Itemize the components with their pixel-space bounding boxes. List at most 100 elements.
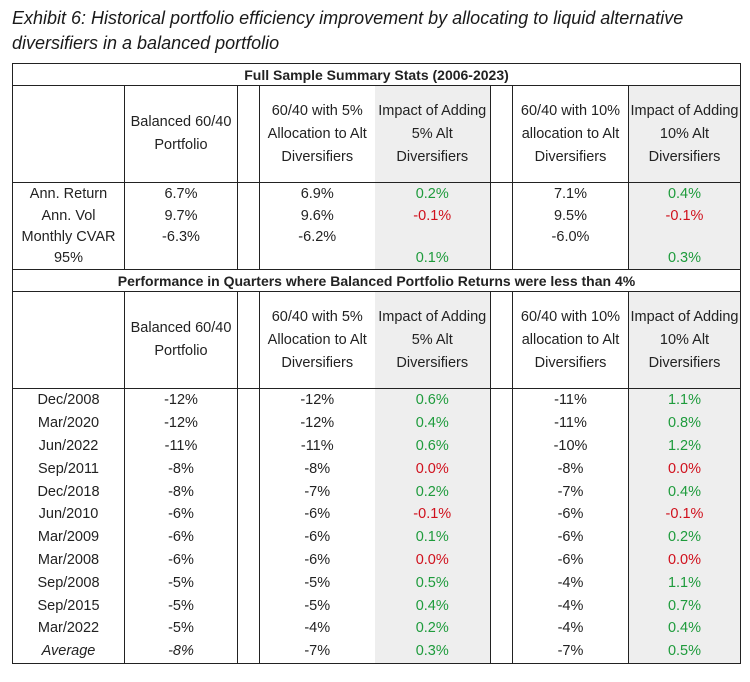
cell-impact-10: 0.0% [628,548,741,572]
cell-alloc-5: -6% [259,525,375,549]
cell-alloc-10: -11% [512,411,629,435]
cell-spacer [237,639,260,664]
cell-impact-10: 0.2% [628,525,741,549]
cell-impact-10: 0.3% [628,227,741,270]
cell-alloc-10: -11% [512,388,629,412]
cell-spacer [238,389,260,412]
cell-balanced: -6% [124,525,238,549]
table-row: Dec/2018 -8% -7% 0.2% -7% 0.4% [12,480,741,503]
section-heading-row: Performance in Quarters where Balanced P… [12,269,741,292]
cell-spacer [491,205,513,227]
cell-impact-5: 0.0% [374,457,491,481]
cell-balanced: -6% [124,502,238,526]
cell-impact-5: 0.6% [374,434,491,458]
cell-spacer [238,594,260,617]
table-row: Mar/2022 -5% -4% 0.2% -4% 0.4% [12,616,741,640]
cell-alloc-5: -7% [259,639,375,664]
column-header-row: Balanced 60/40 Portfolio 60/40 with 5% Al… [12,85,741,183]
cell-alloc-5: -5% [259,571,375,595]
cell-spacer [491,457,513,480]
row-label: Dec/2018 [12,480,125,503]
cell-spacer [238,549,260,572]
cell-alloc-10: -4% [512,594,629,617]
cell-spacer [491,503,513,526]
cell-alloc-10: -6% [512,525,629,549]
cell-spacer [238,227,260,270]
cell-alloc-5: -5% [259,594,375,617]
table-row: Sep/2011 -8% -8% 0.0% -8% 0.0% [12,457,741,481]
cell-balanced: -5% [124,616,238,640]
cell-spacer [491,389,513,412]
cell-impact-10: 0.0% [628,457,741,481]
cell-spacer [238,617,260,640]
cell-spacer [238,435,260,458]
row-label: Monthly CVAR 95% [12,227,125,270]
section-heading-row: Full Sample Summary Stats (2006-2023) [12,63,741,86]
cell-impact-10: 0.4% [628,182,741,205]
table-row: Jun/2010 -6% -6% -0.1% -6% -0.1% [12,502,741,526]
header-alloc-10: 60/40 with 10% allocation to Alt Diversi… [512,291,629,389]
cell-alloc-10: -6% [512,548,629,572]
cell-balanced: -6% [124,548,238,572]
cell-spacer [238,183,260,206]
cell-impact-10: 1.2% [628,434,741,458]
cell-alloc-10: -10% [512,434,629,458]
row-label: Mar/2022 [12,616,125,640]
table-row: Ann. Return 6.7% 6.9% 0.2% 7.1% 0.4% [12,182,741,206]
cell-impact-5: 0.1% [374,525,491,549]
table-row: Jun/2022 -11% -11% 0.6% -10% 1.2% [12,434,741,458]
cell-alloc-5: -12% [259,388,375,412]
cell-balanced: -8% [124,639,238,664]
cell-impact-5: -0.1% [374,205,491,227]
row-label: Jun/2022 [12,434,125,458]
cell-balanced: 6.7% [124,182,238,205]
header-spacer [237,291,260,389]
cell-balanced: -5% [124,571,238,595]
header-impact-5: Impact of Adding 5% Alt Diversifiers [374,85,491,183]
section-heading: Performance in Quarters where Balanced P… [12,269,741,292]
table-row: Monthly CVAR 95% -6.3% -6.2% 0.1% -6.0% 0.3% [12,227,741,270]
cell-alloc-5: -7% [259,480,375,503]
cell-spacer [490,639,513,664]
cell-alloc-10: -7% [512,480,629,503]
cell-alloc-5: -12% [259,411,375,435]
cell-alloc-10: -7% [512,639,629,664]
portfolio-efficiency-table: Full Sample Summary Stats (2006-2023) Bal… [12,63,741,664]
cell-alloc-5: -8% [259,457,375,481]
cell-impact-5: 0.2% [374,480,491,503]
cell-balanced: -12% [124,388,238,412]
cell-spacer [491,617,513,640]
table-row: Sep/2008 -5% -5% 0.5% -4% 1.1% [12,571,741,595]
cell-impact-5: 0.1% [374,227,491,270]
average-row: Average -8% -7% 0.3% -7% 0.5% [12,639,741,664]
cell-spacer [491,571,513,594]
cell-spacer [491,412,513,435]
exhibit-title: Exhibit 6: Historical portfolio efficien… [12,8,684,53]
cell-spacer [238,205,260,227]
header-impact-10: Impact of Adding 10% Alt Diversifiers [628,85,741,183]
cell-spacer [238,457,260,480]
row-label: Average [12,639,125,664]
cell-balanced: -8% [124,457,238,481]
cell-alloc-10: -4% [512,616,629,640]
header-balanced: Balanced 60/40 Portfolio [124,291,238,389]
cell-spacer [491,435,513,458]
cell-spacer [238,503,260,526]
header-spacer [490,291,513,389]
row-label: Mar/2008 [12,548,125,572]
table-row: Mar/2020 -12% -12% 0.4% -11% 0.8% [12,411,741,435]
header-alloc-10: 60/40 with 10% allocation to Alt Diversi… [512,85,629,183]
cell-spacer [491,480,513,503]
cell-impact-5: 0.4% [374,594,491,617]
cell-balanced: -12% [124,411,238,435]
row-label: Ann. Return [12,182,125,205]
cell-balanced: -11% [124,434,238,458]
cell-spacer [238,571,260,594]
cell-alloc-5: -6% [259,502,375,526]
cell-alloc-5: -11% [259,434,375,458]
cell-alloc-10: 7.1% [512,182,629,205]
cell-impact-5: 0.3% [374,639,491,664]
row-label: Sep/2015 [12,594,125,617]
cell-balanced: -8% [124,480,238,503]
cell-impact-5: -0.1% [374,502,491,526]
